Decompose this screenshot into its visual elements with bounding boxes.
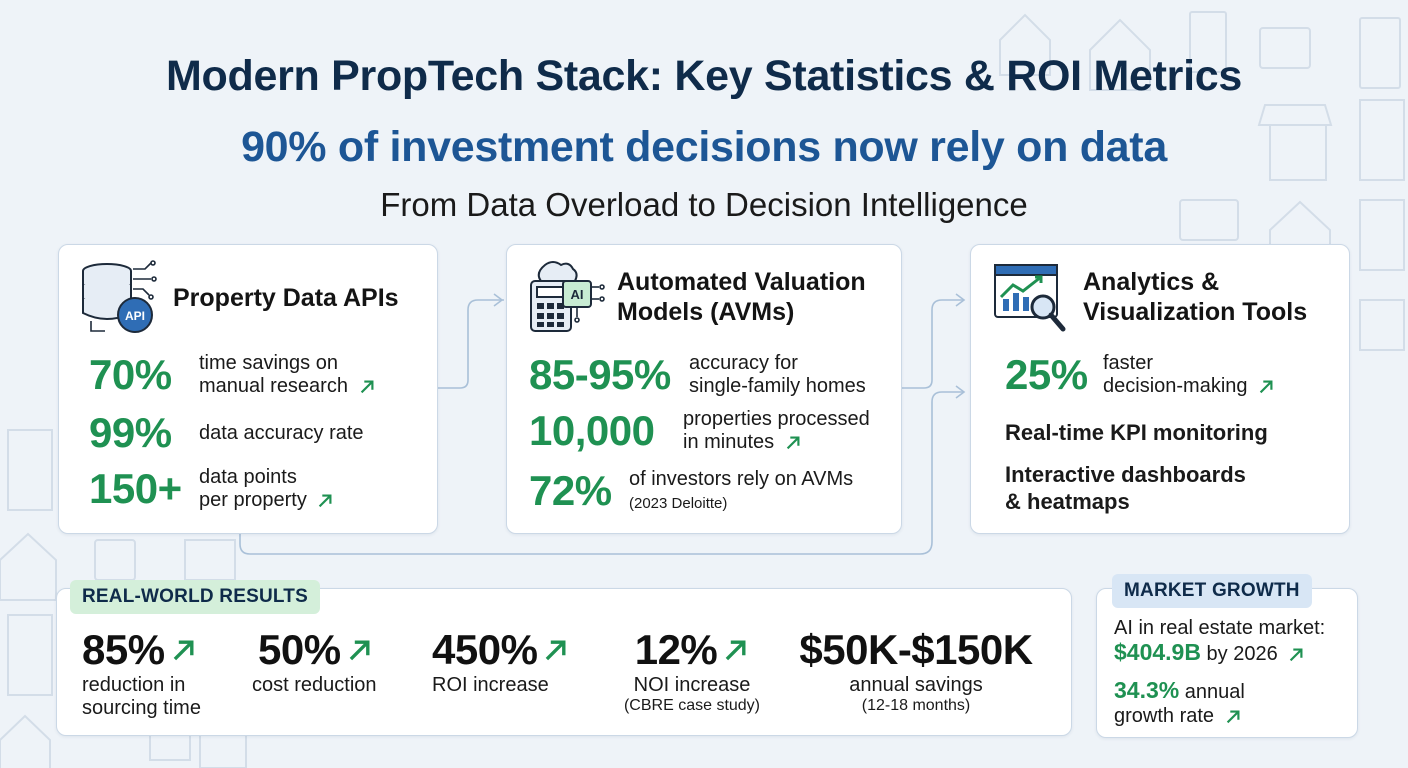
feature-dashboards: Interactive dashboards & heatmaps [1005, 462, 1246, 514]
analytics-monitor-icon [994, 264, 1066, 332]
trend-arrow-icon [546, 640, 566, 661]
svg-text:API: API [125, 309, 145, 323]
result-description: ROI increase [432, 674, 549, 696]
trend-arrow-icon [360, 380, 374, 393]
ai-calculator-icon: AI [530, 261, 605, 332]
result-value: 85% [82, 626, 165, 673]
trend-arrow-icon [725, 640, 746, 661]
card-title: Property Data APIs [173, 284, 399, 312]
stat-description: data accuracy rate [199, 421, 364, 444]
stat-row: 150+ data points per property [89, 465, 334, 513]
stat-description: data points per property [199, 466, 334, 512]
stat-value: 25% [1005, 351, 1088, 398]
stat-row: 85-95% accuracy for single-family homes [529, 351, 866, 399]
stat-row: 25% faster decision-making [1005, 351, 1275, 399]
trend-arrow-icon [1226, 710, 1240, 723]
card-avms: AI Automated Valuation Models (AVMs) 85-… [506, 244, 902, 534]
result-value: 50% [258, 626, 341, 673]
result-description: NOI increase [633, 674, 751, 696]
result-item: 85% reduction in sourcing time [82, 626, 201, 720]
stat-value: 10,000 [529, 407, 655, 454]
page-title: Modern PropTech Stack: Key Statistics & … [166, 52, 1242, 100]
result-note: (12-18 months) [861, 697, 971, 714]
stat-description: time savings on manual research [199, 352, 376, 398]
trend-arrow-icon [349, 640, 370, 661]
trend-arrow-icon [1259, 380, 1273, 393]
result-note: (CBRE case study) [623, 697, 761, 714]
stat-description: accuracy for single-family homes [689, 352, 866, 397]
result-item: 12% NOI increase (CBRE case study) [612, 626, 772, 715]
result-item: 50% cost reduction [252, 626, 377, 697]
page-subtitle: 90% of investment decisions now rely on … [241, 123, 1167, 171]
result-description: annual savings [849, 674, 983, 696]
market-size: $404.9B by 2026 [1114, 640, 1305, 666]
database-api-icon: API [82, 260, 157, 333]
svg-text:AI: AI [571, 287, 584, 302]
stat-value: 70% [89, 351, 172, 398]
stat-value: 72% [529, 467, 612, 514]
page-tagline: From Data Overload to Decision Intellige… [380, 186, 1028, 223]
stat-value: 85-95% [529, 351, 671, 398]
market-growth-rate: 34.3% annual growth rate [1114, 677, 1245, 727]
stat-description: faster decision-making [1103, 352, 1275, 398]
trend-arrow-icon [1290, 648, 1303, 661]
card-title: Analytics & Visualization Tools [1083, 268, 1308, 326]
card-property-data-apis: API Property Data APIs 70% time savings … [58, 244, 438, 534]
result-description: reduction in sourcing time [82, 674, 201, 719]
stat-row: 10,000 properties processed in minutes [529, 407, 870, 455]
result-item: 450% ROI increase [432, 626, 569, 697]
result-value: 12% [634, 626, 718, 673]
trend-arrow-icon [786, 436, 800, 449]
market-growth-panel [1096, 588, 1358, 738]
stat-value: 99% [89, 409, 172, 456]
market-growth-label: MARKET GROWTH [1112, 574, 1312, 608]
stat-row: 70% time savings on manual research [89, 351, 376, 399]
market-size-label: AI in real estate market: [1114, 617, 1326, 639]
results-label: REAL-WORLD RESULTS [70, 580, 320, 614]
stat-description: of investors rely on AVMs (2023 Deloitte… [629, 467, 854, 512]
result-description: cost reduction [252, 674, 377, 696]
stat-value: 150+ [89, 465, 182, 512]
result-item: $50K-$150K annual savings (12-18 months) [784, 626, 1048, 715]
result-value: 450% [432, 626, 538, 673]
stat-description: properties processed in minutes [683, 408, 870, 453]
card-analytics-tools: Analytics & Visualization Tools 25% fast… [970, 244, 1350, 534]
stat-row: 99% data accuracy rate [89, 409, 364, 457]
feature-realtime-kpi: Real-time KPI monitoring [1005, 420, 1268, 445]
trend-arrow-icon [319, 494, 332, 507]
result-value: $50K-$150K [799, 626, 1033, 673]
trend-arrow-icon [173, 640, 194, 661]
stat-row: 72% of investors rely on AVMs (2023 Delo… [529, 467, 853, 515]
card-title: Automated Valuation Models (AVMs) [617, 268, 866, 326]
